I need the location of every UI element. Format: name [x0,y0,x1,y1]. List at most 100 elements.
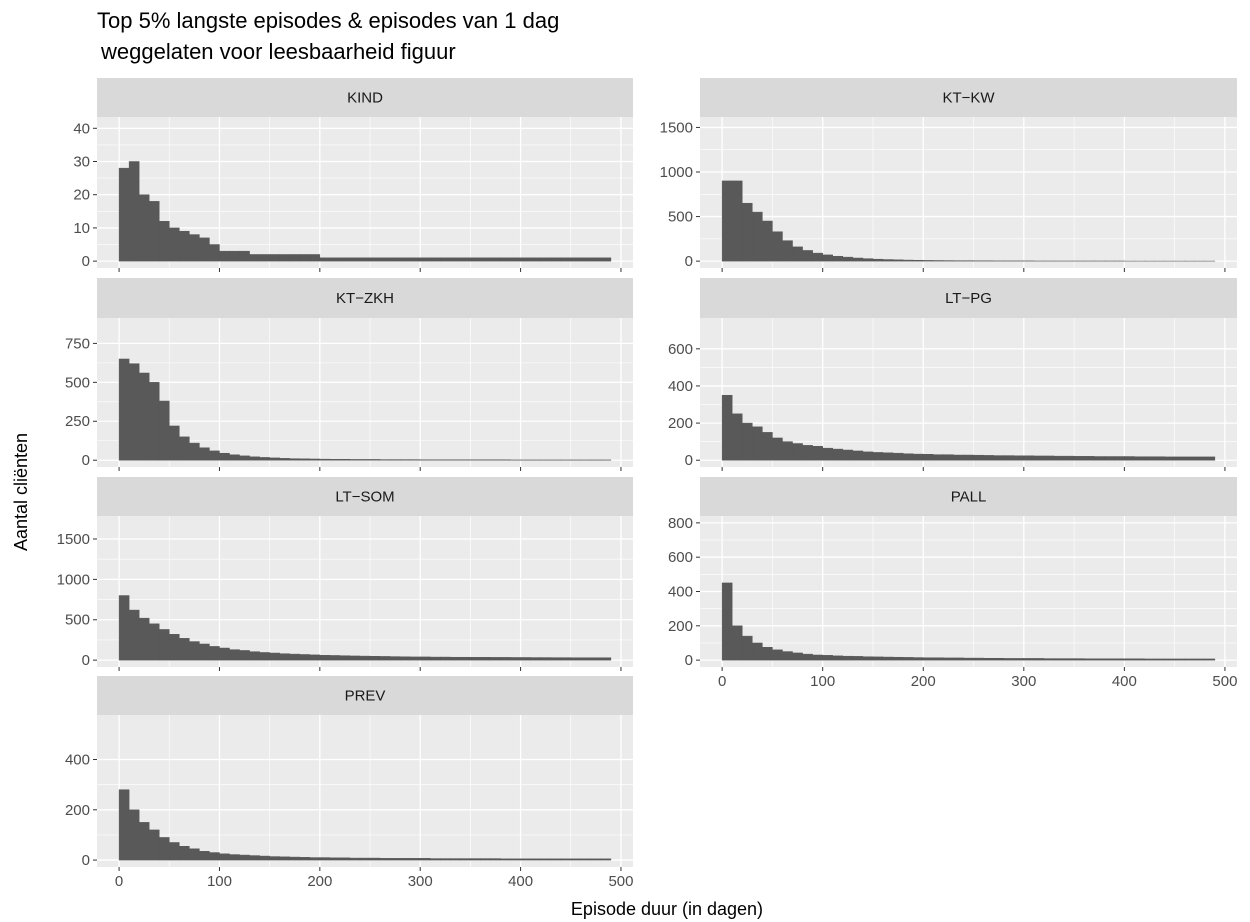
bar [128,161,140,262]
bar [128,363,140,461]
bar [429,257,441,262]
bar [772,437,783,461]
bar [379,858,391,861]
bar [1194,456,1206,461]
bar [590,858,602,861]
bar [590,657,602,661]
bar [912,657,924,661]
bar [299,857,311,861]
bar [1184,658,1196,661]
bar [852,656,864,661]
bar [158,837,170,861]
bar [902,657,914,661]
bar [259,457,270,461]
strip-label: PALL [951,488,987,505]
bar [399,858,411,861]
bar [440,858,451,861]
bar [299,458,311,461]
y-tick-label: 0 [685,452,693,469]
bar [792,652,803,661]
bar [510,858,521,861]
bar [752,426,763,461]
bar [1204,658,1216,661]
bar [379,459,391,461]
bar [782,441,793,461]
bar [812,252,823,262]
bar [862,258,874,262]
bar [309,654,321,661]
bar [590,257,602,262]
bar [148,829,160,861]
bar [580,257,592,262]
bar [560,257,572,262]
bar [550,257,561,262]
bar [349,857,361,861]
bar [882,259,894,262]
bar [912,453,924,461]
bar [339,655,351,661]
bar [229,454,240,461]
y-tick-label: 0 [685,652,693,669]
bar [792,246,803,262]
bar [933,454,944,461]
bar [369,857,381,861]
bar [550,657,561,661]
bar [460,656,471,661]
bar [963,657,974,661]
bar [600,257,612,262]
bar [731,625,743,661]
bar [189,641,200,661]
bar [762,220,773,262]
bar [490,657,501,661]
x-tick-label: 100 [810,673,835,690]
bar [500,257,511,262]
bar [450,858,461,861]
bar [299,254,311,262]
bar [993,455,1004,461]
bar [209,450,220,461]
strip [97,676,633,715]
bar [1003,455,1015,461]
bar [762,432,773,461]
bar [741,635,753,661]
bar [822,254,833,262]
bar [822,655,833,661]
bar [429,858,441,861]
bar [399,656,411,661]
bar [1114,658,1125,661]
bar [912,259,924,262]
bar [429,656,441,661]
bar [419,858,431,861]
bar [259,652,270,661]
x-tick-label: 300 [408,873,433,890]
x-tick-label: 500 [1212,673,1237,690]
bar [1093,456,1105,461]
bar [872,452,884,461]
bar [530,257,541,262]
bar [540,657,551,661]
bar [419,257,431,262]
strip [700,78,1237,117]
y-tick-label: 600 [668,549,693,566]
y-tick-label: 400 [65,751,90,768]
bar [1124,456,1135,461]
bar [229,854,240,861]
bar [399,459,411,461]
bar [309,254,321,262]
bar [319,655,331,661]
x-tick-label: 100 [207,873,232,890]
bar [319,257,331,262]
bar [179,230,190,262]
bar [500,858,511,861]
bar [933,657,944,661]
bar [943,454,954,461]
bar [530,858,541,861]
bar [339,857,351,861]
bar [520,257,531,262]
bar [1144,456,1155,461]
bar [359,459,371,461]
bar [409,257,421,262]
bar [189,848,200,861]
y-tick-label: 1500 [660,119,693,136]
